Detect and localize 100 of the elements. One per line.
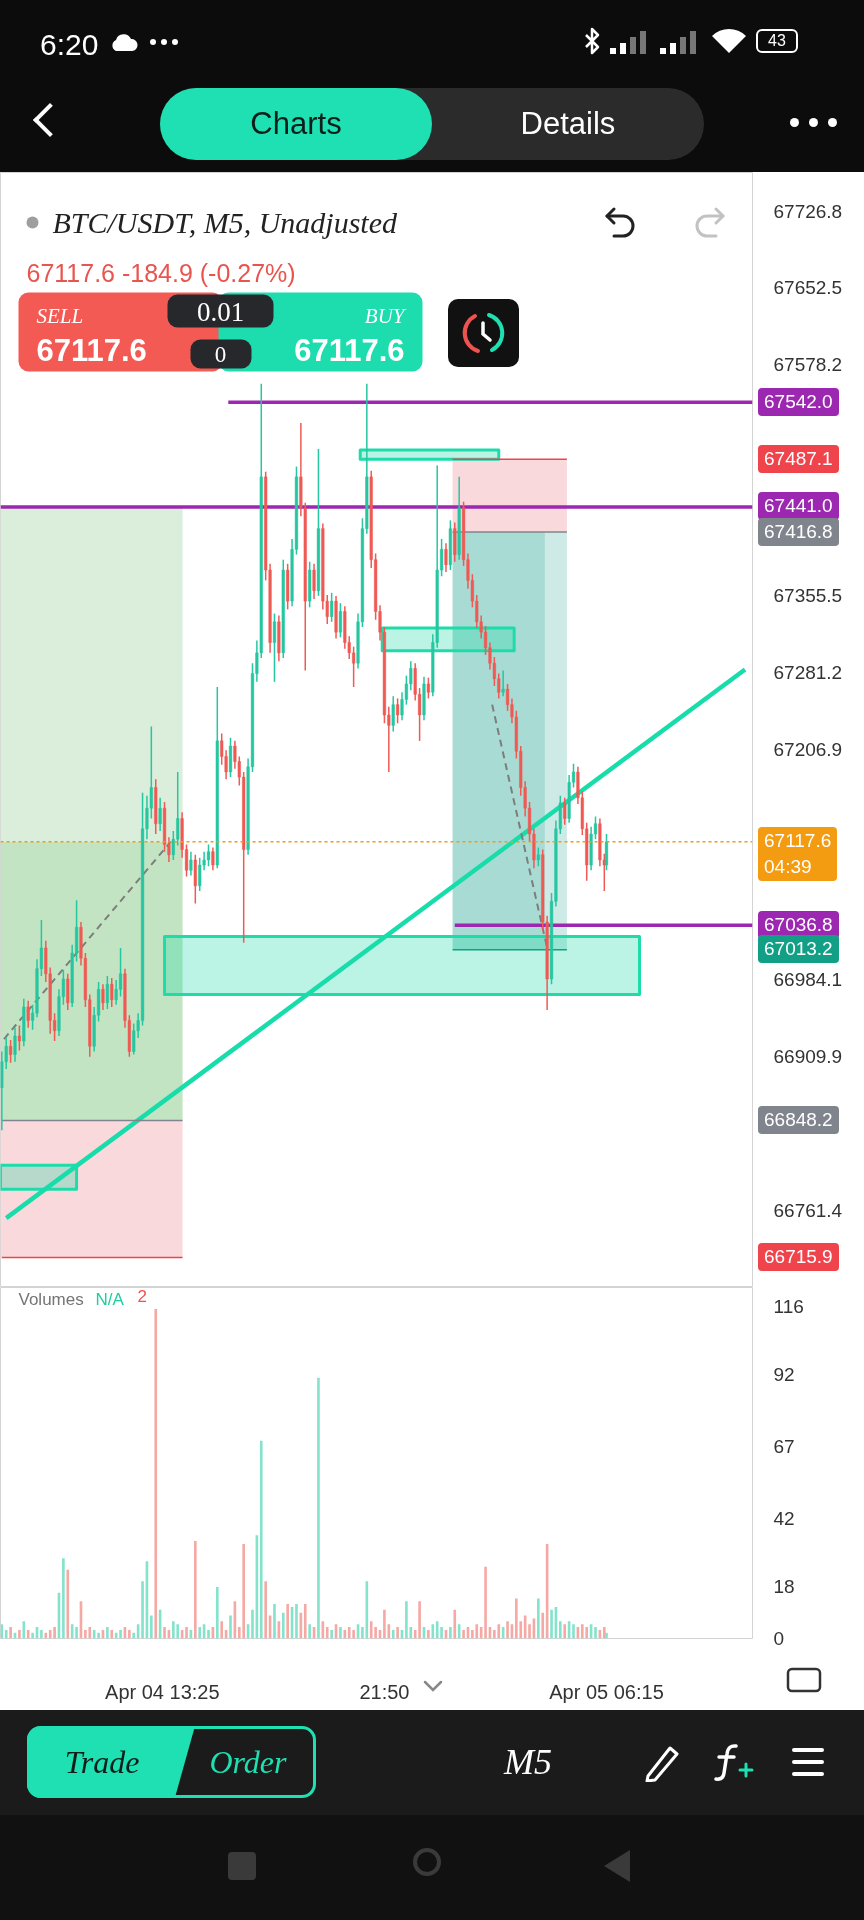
bar (475, 1624, 479, 1639)
bar (66, 1569, 70, 1639)
bar (405, 1601, 408, 1639)
bar (176, 1624, 180, 1639)
candlestick (391, 695, 395, 733)
annotation: 67117.6 (36, 332, 147, 368)
bar (418, 1601, 421, 1639)
ref-line-label: 67117.6 (764, 829, 832, 854)
bar (541, 1612, 545, 1639)
bar (585, 1627, 589, 1639)
candlestick (66, 973, 70, 1011)
text: M5 (502, 1741, 553, 1784)
candlestick (118, 947, 123, 998)
text: 6:20 (40, 27, 99, 63)
y-tick-label: 67355.5 (773, 584, 843, 606)
bar (325, 1627, 329, 1639)
bar (62, 1558, 65, 1639)
bar (229, 1615, 232, 1639)
bar (453, 1609, 457, 1639)
bar (435, 1621, 439, 1639)
y-tick-label: 66984.1 (773, 969, 843, 991)
annotation: 67117.6 (294, 332, 405, 368)
bar (97, 1632, 100, 1639)
candlestick (105, 975, 109, 1010)
candlestick (396, 697, 400, 725)
bar (44, 1632, 48, 1639)
data-label: 67036.8 (764, 912, 833, 937)
candlestick (312, 563, 316, 600)
candlestick (536, 846, 540, 867)
y-tick-label: 92 (773, 1364, 795, 1386)
bar (84, 1629, 87, 1639)
bar (580, 1624, 584, 1639)
bar (528, 1624, 531, 1639)
annotation: SELL (36, 303, 84, 328)
bar (53, 1627, 56, 1639)
bar (339, 1627, 342, 1639)
bar (308, 1624, 311, 1639)
bar (119, 1629, 122, 1639)
bar (449, 1627, 452, 1639)
y-tick-label: 66909.9 (773, 1046, 843, 1068)
candlestick (444, 542, 448, 573)
y-tick-label: 67578.2 (773, 354, 843, 376)
bar (70, 1624, 74, 1639)
y-tick-label: 67206.9 (773, 738, 843, 760)
bar (563, 1624, 567, 1639)
bar (264, 1581, 267, 1639)
bar (497, 1624, 501, 1639)
chart-title: Volumes (18, 1289, 84, 1309)
bar (150, 1615, 153, 1639)
bar (281, 1612, 285, 1639)
bar (559, 1621, 562, 1639)
text: Order (208, 1743, 288, 1782)
text: Details (519, 105, 617, 143)
bar (40, 1629, 43, 1639)
bar (26, 1629, 30, 1639)
bar (220, 1621, 224, 1639)
bar (431, 1624, 435, 1639)
text: 67117.6 -184.9 (-0.27%) (26, 258, 296, 287)
x-tick-label: Apr 04 13:25 (105, 1680, 220, 1703)
bar (4, 1629, 8, 1639)
annotation: 2 (137, 1286, 147, 1306)
bar (352, 1629, 355, 1639)
candlestick (101, 983, 105, 1011)
candlestick (189, 850, 193, 877)
bar (106, 1627, 109, 1639)
candlestick (9, 1039, 13, 1064)
bar (48, 1629, 52, 1639)
bar (198, 1627, 202, 1639)
annotation: BUY (364, 303, 407, 328)
x-tick-label: 21:50 (359, 1680, 410, 1703)
text: 66715.9 (764, 1245, 833, 1270)
bar (273, 1604, 276, 1639)
bar (110, 1629, 114, 1639)
candlestick (158, 797, 162, 832)
text: Trade (63, 1743, 141, 1782)
bar (242, 1543, 246, 1639)
candlestick (501, 669, 505, 698)
bar (391, 1629, 395, 1639)
x-tick-label: Apr 05 06:15 (549, 1680, 664, 1703)
data-label: 67441.0 (764, 494, 833, 519)
candlestick (110, 977, 114, 1008)
bar (259, 1440, 263, 1639)
bar (251, 1609, 254, 1639)
bar (88, 1627, 92, 1639)
candlestick (426, 676, 430, 700)
bar (427, 1629, 430, 1639)
candlestick (17, 1024, 21, 1052)
bar (515, 1598, 518, 1639)
bar (303, 1604, 307, 1639)
bar (172, 1621, 175, 1639)
y-tick-label: 18 (773, 1576, 795, 1598)
bar (330, 1629, 333, 1639)
bar (31, 1632, 34, 1639)
bar (141, 1581, 144, 1639)
bar (550, 1609, 553, 1639)
bar (132, 1632, 136, 1639)
bar (75, 1627, 78, 1639)
y-tick-label: 67652.5 (773, 277, 843, 299)
bar (594, 1627, 597, 1639)
y-tick-label: 116 (773, 1295, 804, 1317)
